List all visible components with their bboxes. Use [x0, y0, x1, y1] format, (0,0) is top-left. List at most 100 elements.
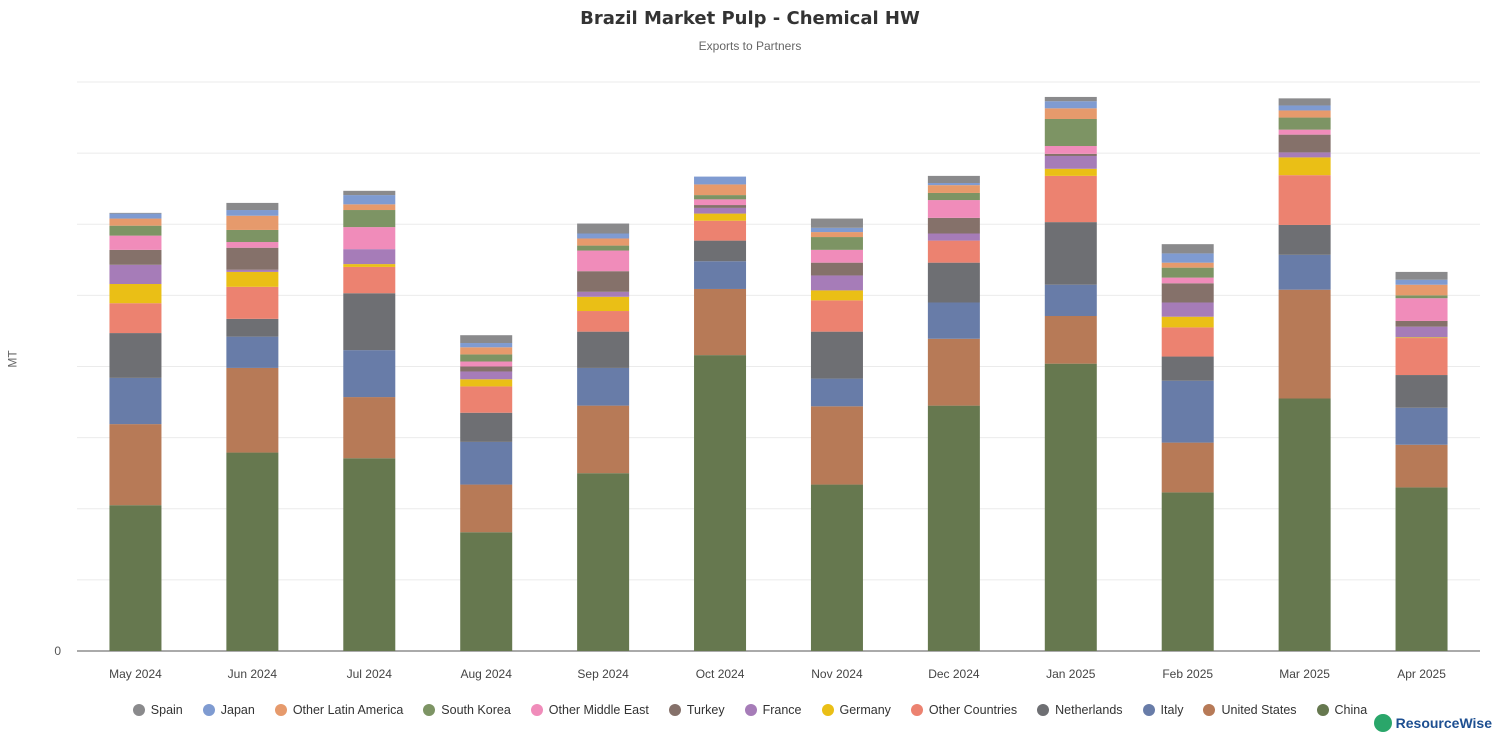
bar-segment-japan [343, 195, 396, 205]
legend-marker-icon [910, 704, 923, 716]
legend-item-other-countries[interactable]: Other Countries [910, 703, 1018, 717]
bar-segment-other-middle-east [343, 227, 396, 250]
bar-segment-united-states [1044, 316, 1097, 364]
bar-segment-china [109, 505, 162, 651]
legend-item-china[interactable]: China [1316, 703, 1367, 717]
bar-segment-united-states [343, 397, 396, 459]
legend-label: Japan [220, 703, 255, 717]
bar-segment-italy [1161, 380, 1214, 443]
bar-segment-turkey [1278, 134, 1331, 153]
legend-marker-icon [1316, 704, 1329, 716]
bar-segment-other-middle-east [1161, 277, 1214, 284]
bar-segment-germany [1395, 337, 1448, 339]
bar-segment-united-states [577, 405, 630, 474]
bar-segment-other-middle-east [1395, 298, 1448, 321]
legend-label: Other Middle East [548, 703, 649, 717]
bar-segment-france [1278, 152, 1331, 158]
bar-segment-italy [810, 378, 863, 407]
x-tick-label: May 2024 [109, 667, 162, 681]
bar-segment-spain [460, 335, 513, 344]
legend-item-italy[interactable]: Italy [1142, 703, 1183, 717]
bar-segment-italy [343, 350, 396, 398]
legend-marker-icon [274, 704, 287, 716]
y-tick-label: 0 [54, 644, 61, 658]
bar-segment-france [1044, 155, 1097, 169]
bar-segment-united-states [1161, 442, 1214, 493]
bar-segment-other-middle-east [460, 361, 513, 367]
bar-segment-turkey [1044, 153, 1097, 156]
legend-item-germany[interactable]: Germany [821, 703, 891, 717]
bar-segment-other-latin-america [343, 204, 396, 211]
bar-segment-china [343, 458, 396, 651]
bar-segment-germany [109, 283, 162, 304]
bar-segment-other-countries [343, 266, 396, 294]
bar-segment-united-states [927, 338, 980, 406]
bar-segment-china [1044, 363, 1097, 651]
bar-segment-china [577, 473, 630, 651]
legend-item-spain[interactable]: Spain [132, 703, 183, 717]
legend-marker-icon [1142, 704, 1155, 716]
bar-segment-south-korea [343, 210, 396, 228]
legend-label: Netherlands [1055, 703, 1123, 717]
legend-marker-icon [668, 704, 681, 716]
bar-segment-japan [226, 210, 279, 216]
bar-segment-spain [109, 212, 162, 214]
bar-segment-netherlands [460, 412, 513, 442]
legend-item-japan[interactable]: Japan [202, 703, 255, 717]
bar-segment-china [1395, 487, 1448, 651]
bar-segment-other-latin-america [109, 218, 162, 226]
x-tick-label: Apr 2025 [1397, 667, 1446, 681]
bar-segment-united-states [694, 288, 747, 356]
bar-segment-japan [1278, 105, 1331, 111]
bar-segment-united-states [460, 484, 513, 533]
bar-segment-other-middle-east [1044, 146, 1097, 154]
bar-segment-netherlands [1278, 224, 1331, 255]
legend-item-other-latin-america[interactable]: Other Latin America [274, 703, 403, 717]
bar-segment-france [226, 269, 279, 272]
bar-segment-france [109, 264, 162, 284]
legend-marker-icon [530, 704, 543, 716]
legend-item-france[interactable]: France [744, 703, 802, 717]
legend-label: Turkey [686, 703, 725, 717]
legend-item-netherlands[interactable]: Netherlands [1037, 703, 1123, 717]
bar-segment-netherlands [1161, 356, 1214, 381]
bar-segment-netherlands [927, 262, 980, 303]
bar-segment-united-states [1395, 444, 1448, 488]
legend-item-united-states[interactable]: United States [1203, 703, 1297, 717]
bar-segment-turkey [810, 262, 863, 276]
legend-item-turkey[interactable]: Turkey [668, 703, 725, 717]
legend-label: Other Countries [928, 703, 1018, 717]
x-tick-label: Aug 2024 [461, 667, 513, 681]
legend-marker-icon [821, 704, 834, 716]
bar-segment-united-states [1278, 289, 1331, 399]
legend-label: South Korea [441, 703, 511, 717]
bar-segment-other-middle-east [810, 249, 863, 263]
legend-item-south-korea[interactable]: South Korea [423, 703, 511, 717]
bar-segment-turkey [226, 247, 279, 270]
bar-segment-germany [694, 213, 747, 221]
bar-segment-netherlands [109, 333, 162, 378]
legend-marker-icon [132, 704, 145, 716]
bar-segment-netherlands [810, 331, 863, 379]
bar-segment-other-latin-america [1395, 284, 1448, 296]
bar-segment-turkey [109, 249, 162, 265]
bar-segment-netherlands [226, 318, 279, 337]
bar-segment-italy [109, 377, 162, 425]
bar-segment-netherlands [343, 293, 396, 351]
bar-segment-france [343, 249, 396, 265]
bar-segment-united-states [810, 406, 863, 485]
chart-title: Brazil Market Pulp - Chemical HW [580, 8, 920, 29]
bar-segment-turkey [460, 366, 513, 372]
legend-item-other-middle-east[interactable]: Other Middle East [530, 703, 649, 717]
bar-segment-other-latin-america [577, 238, 630, 246]
legend-label: France [762, 703, 802, 717]
bar-segment-france [460, 371, 513, 380]
bar-segment-other-countries [694, 220, 747, 241]
bar-segment-other-latin-america [1161, 262, 1214, 268]
bar-segment-spain [1278, 98, 1331, 106]
bar-segment-turkey [1395, 320, 1448, 327]
bar-segment-france [1395, 326, 1448, 338]
bar-segment-turkey [577, 271, 630, 292]
legend-marker-icon [1203, 704, 1216, 716]
bar-segment-united-states [226, 367, 279, 453]
